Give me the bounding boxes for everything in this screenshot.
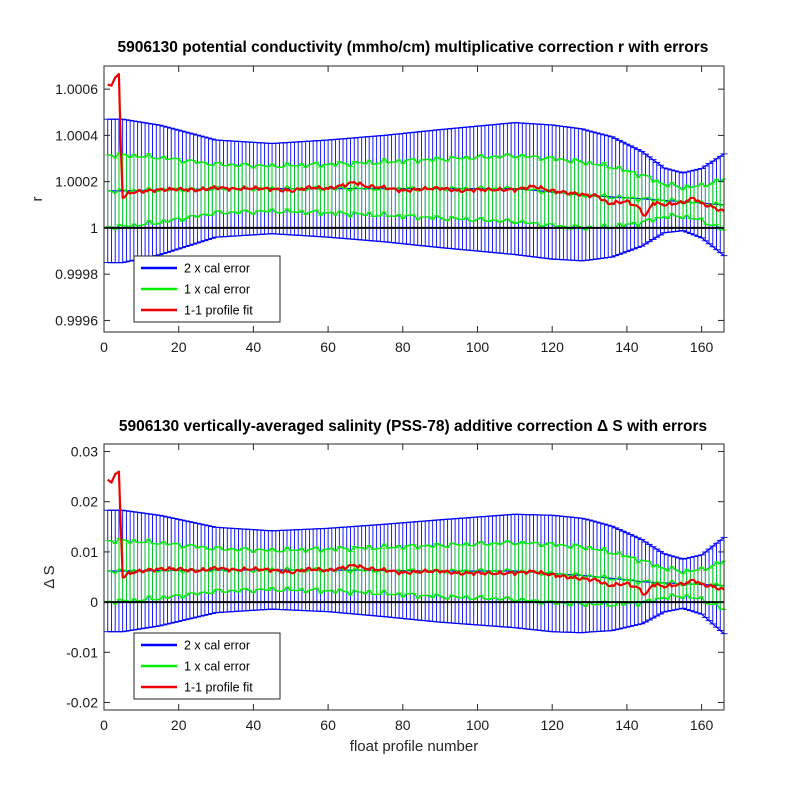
y-tick-label: 0.03 — [71, 444, 98, 460]
green-band-lower-line — [107, 207, 725, 231]
x-tick-label: 20 — [171, 717, 187, 733]
bottom-chart-fit-line — [107, 470, 725, 596]
top-chart-plot-frame — [103, 65, 725, 333]
bottom-chart-ticks: 0 20 40 60 80 100 120 140 160 -0.02 -0.01 0 0.01 0.02… — [66, 444, 724, 733]
legend-label-1x-cal-error: 1 x cal error — [184, 660, 250, 674]
blue-band-upper-line — [107, 509, 725, 560]
legend-label-profile-fit: 1-1 profile fit — [184, 681, 253, 695]
bottom-chart-legend: 2 x cal error 1 x cal error 1-1 profile … — [133, 632, 281, 700]
bottom-chart-plot-frame — [103, 443, 725, 711]
profile-fit-line — [107, 470, 725, 596]
x-tick-label: 0 — [100, 717, 108, 733]
x-tick-label: 160 — [690, 339, 714, 355]
x-tick-label: 120 — [541, 339, 565, 355]
x-tick-label: 160 — [690, 717, 714, 733]
profile-fit-line — [107, 72, 725, 217]
x-tick-label: 120 — [541, 717, 565, 733]
green-band-upper-line — [107, 537, 725, 575]
x-tick-label: 40 — [246, 717, 262, 733]
y-tick-label: 0 — [90, 594, 98, 610]
top-chart-y-axis-label: r — [29, 197, 46, 202]
green-band-upper-line — [107, 152, 725, 191]
legend-label-1x-cal-error: 1 x cal error — [184, 283, 250, 297]
x-tick-label: 140 — [615, 717, 639, 733]
top-chart-fit-line — [107, 72, 725, 217]
y-tick-label: 0.9996 — [55, 312, 98, 328]
x-tick-label: 0 — [100, 339, 108, 355]
green-band-lower-line — [107, 586, 725, 610]
legend-label-2x-cal-error: 2 x cal error — [184, 639, 250, 653]
y-tick-label: 0.9998 — [55, 266, 98, 282]
top-chart-legend: 2 x cal error 1 x cal error 1-1 profile … — [133, 255, 281, 323]
x-tick-label: 140 — [615, 339, 639, 355]
bottom-chart-x-axis-label: float profile number — [350, 738, 478, 755]
bottom-chart-panel: 5906130 vertically-averaged salinity (PS… — [41, 418, 728, 755]
y-tick-label: -0.01 — [66, 644, 98, 660]
y-tick-label: 1.0004 — [55, 127, 98, 143]
x-tick-label: 60 — [320, 717, 336, 733]
top-chart-error-bands — [104, 118, 728, 264]
bottom-chart-y-axis-label: Δ S — [41, 565, 58, 588]
y-tick-label: 1.0002 — [55, 174, 98, 190]
y-tick-label: -0.02 — [66, 694, 98, 710]
x-tick-label: 100 — [466, 339, 490, 355]
y-tick-label: 1.0006 — [55, 81, 98, 97]
x-tick-label: 40 — [246, 339, 262, 355]
x-tick-label: 20 — [171, 339, 187, 355]
y-tick-label: 0.01 — [71, 544, 98, 560]
blue-band-upper-line — [107, 118, 725, 174]
x-tick-label: 100 — [466, 717, 490, 733]
x-tick-label: 60 — [320, 339, 336, 355]
top-chart-panel: 5906130 potential conductivity (mmho/cm)… — [29, 39, 728, 355]
x-tick-label: 80 — [395, 339, 411, 355]
top-chart-ticks: 0 20 40 60 80 100 120 140 160 0.9996 0.9998 1 1.0002… — [55, 66, 724, 355]
legend-label-2x-cal-error: 2 x cal error — [184, 262, 250, 276]
blue-band-lower-line — [107, 607, 725, 635]
x-tick-label: 80 — [395, 717, 411, 733]
y-tick-label: 1 — [90, 220, 98, 236]
bottom-chart-title: 5906130 vertically-averaged salinity (PS… — [119, 418, 707, 435]
blue-band-lower-line — [107, 230, 725, 264]
top-chart-title: 5906130 potential conductivity (mmho/cm)… — [118, 39, 709, 56]
y-tick-label: 0.02 — [71, 494, 98, 510]
legend-label-profile-fit: 1-1 profile fit — [184, 304, 253, 318]
